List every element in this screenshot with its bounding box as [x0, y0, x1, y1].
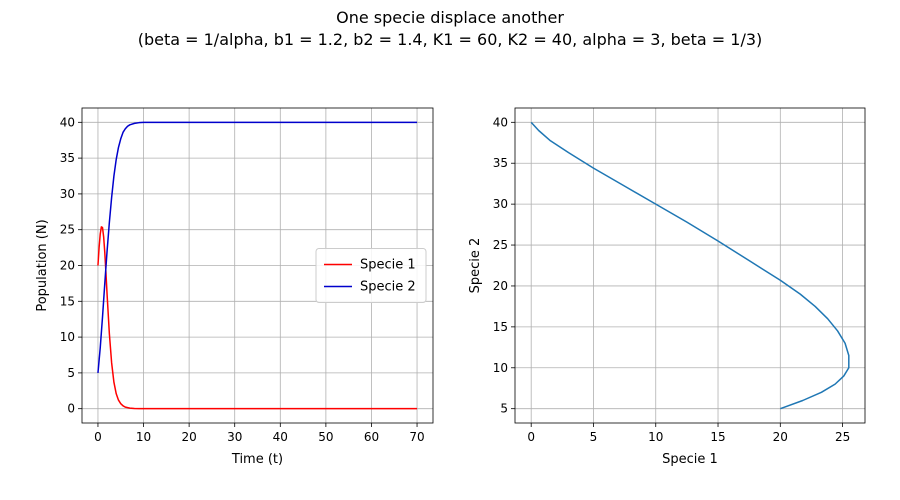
legend: Specie 1 Specie 2: [315, 248, 427, 303]
y-tick-label: 25: [493, 238, 508, 252]
y-tick-label: 5: [67, 366, 75, 380]
y-tick-label: 40: [493, 115, 508, 129]
y-tick-label: 20: [493, 279, 508, 293]
series-line-specie-2: [97, 121, 418, 373]
y-tick-label: 30: [493, 197, 508, 211]
y-tick-label: 15: [493, 320, 508, 334]
x-tick-label: 30: [227, 430, 242, 444]
y-tick-label: 20: [60, 259, 75, 273]
y-tick-label: 10: [60, 330, 75, 344]
axes-left: 0 10 20 30 40 50 60 70 0 5 10 15 20 25 30 35 40 Time (t) P…: [35, 107, 434, 467]
x-tick-label: 5: [590, 430, 598, 444]
x-tick-label: 20: [773, 430, 788, 444]
x-tick-label: 25: [835, 430, 850, 444]
axes-right: 0 5 10 15 20 25 5 10 15 20 25 30 35 40 Specie 1 Specie …: [468, 107, 866, 467]
y-tick-label: 0: [67, 402, 75, 416]
x-tick-label: 10: [648, 430, 663, 444]
y-tick-label: 30: [60, 187, 75, 201]
axes-frame: [514, 107, 866, 424]
legend-label: Specie 1: [360, 258, 416, 273]
figure-title-line-1: One specie displace another: [336, 8, 564, 27]
x-tick-label: 0: [527, 430, 535, 444]
x-axis-label: Specie 1: [662, 452, 718, 467]
y-tick-label: 35: [493, 156, 508, 170]
y-tick-label: 5: [500, 402, 508, 416]
figure-title-line-2: (beta = 1/alpha, b1 = 1.2, b2 = 1.4, K1 …: [137, 30, 763, 49]
x-tick-label: 10: [136, 430, 151, 444]
series-line-trajectory: [530, 121, 850, 410]
x-tick-label: 0: [94, 430, 102, 444]
x-tick-label: 70: [409, 430, 424, 444]
x-tick-label: 15: [710, 430, 725, 444]
y-tick-label: 40: [60, 115, 75, 129]
y-tick-label: 10: [493, 361, 508, 375]
x-tick-label: 50: [318, 430, 333, 444]
y-axis-label: Population (N): [35, 219, 50, 311]
y-axis-label: Specie 2: [468, 238, 483, 294]
series-line-specie-1: [97, 226, 418, 410]
y-tick-label: 35: [60, 151, 75, 165]
x-axis-label: Time (t): [231, 452, 283, 467]
y-tick-label: 15: [60, 294, 75, 308]
legend-label: Specie 2: [360, 280, 416, 295]
legend-box: [315, 248, 427, 303]
x-tick-label: 60: [364, 430, 379, 444]
y-tick-label: 25: [60, 223, 75, 237]
x-tick-label: 20: [181, 430, 196, 444]
x-tick-label: 40: [273, 430, 288, 444]
